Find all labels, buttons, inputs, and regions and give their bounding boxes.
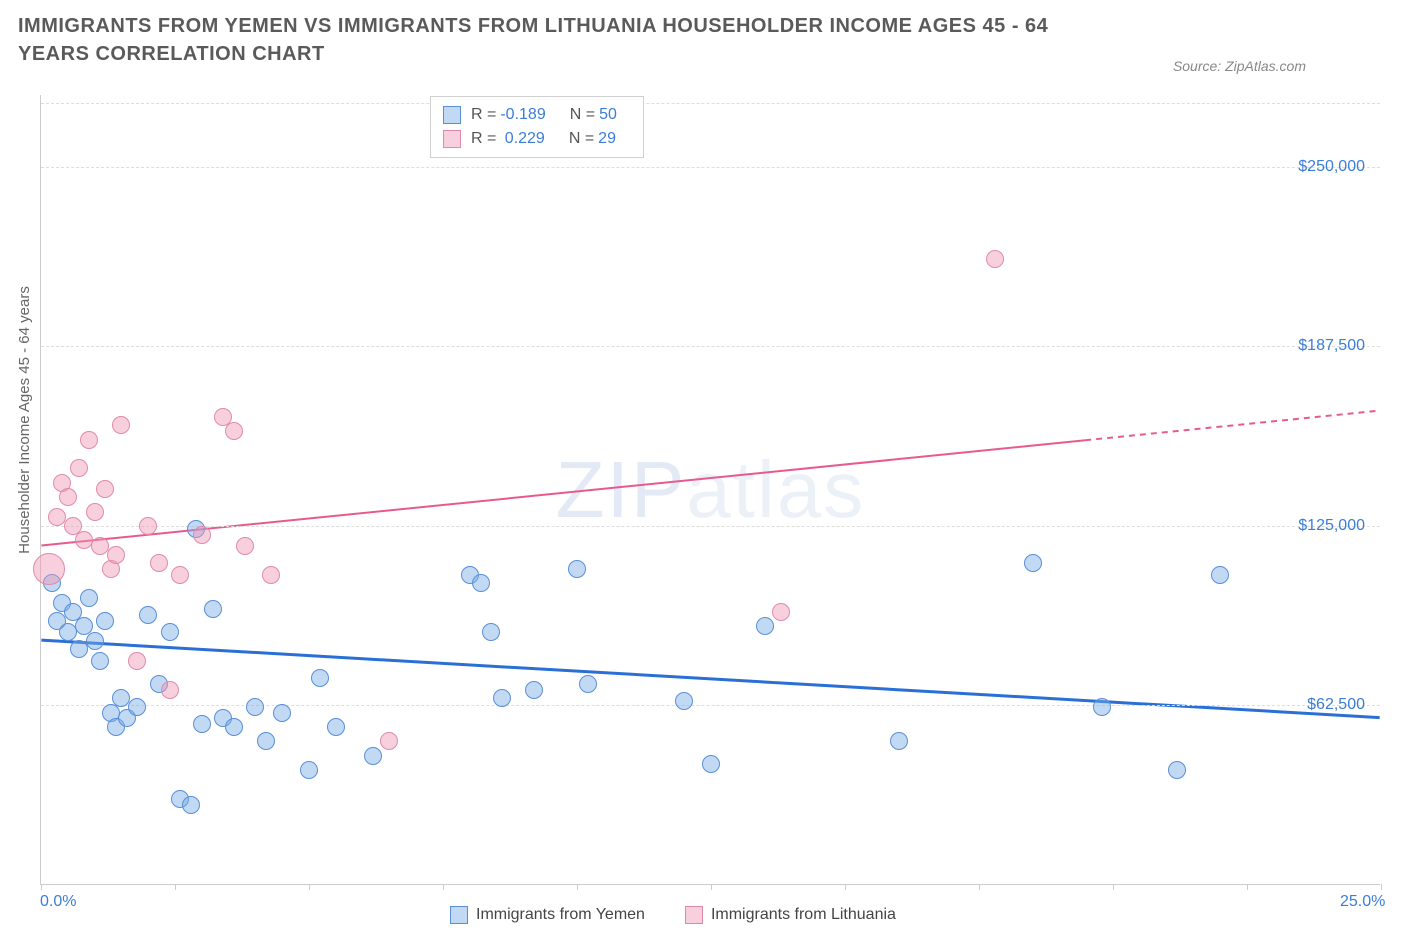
watermark: ZIPatlas (556, 444, 865, 536)
data-point (139, 517, 157, 535)
data-point (150, 554, 168, 572)
legend-swatch (443, 106, 461, 124)
data-point (257, 732, 275, 750)
data-point (70, 640, 88, 658)
legend-n: N =50 (570, 103, 631, 127)
y-axis-title: Householder Income Ages 45 - 64 years (16, 286, 33, 554)
data-point (86, 632, 104, 650)
legend-swatch (443, 130, 461, 148)
watermark-bold: ZIP (556, 445, 686, 534)
data-point (225, 422, 243, 440)
data-point (171, 566, 189, 584)
legend-item: Immigrants from Lithuania (685, 906, 896, 924)
legend-label: Immigrants from Yemen (476, 906, 645, 924)
data-point (756, 617, 774, 635)
data-point (96, 612, 114, 630)
x-tick (1381, 884, 1382, 890)
x-axis-label: 25.0% (1340, 893, 1385, 911)
x-tick (577, 884, 578, 890)
x-tick (1113, 884, 1114, 890)
data-point (311, 669, 329, 687)
y-tick-label: $62,500 (1307, 696, 1365, 714)
data-point (675, 692, 693, 710)
watermark-thin: atlas (686, 445, 865, 534)
data-point (161, 623, 179, 641)
data-point (161, 681, 179, 699)
legend-stats-row: R = 0.229 N =29 (443, 127, 631, 151)
data-point (300, 761, 318, 779)
data-point (128, 698, 146, 716)
legend-stats-row: R =-0.189 N =50 (443, 103, 631, 127)
data-point (246, 698, 264, 716)
source-label: Source: ZipAtlas.com (1173, 58, 1306, 74)
legend-label: Immigrants from Lithuania (711, 906, 896, 924)
data-point (204, 600, 222, 618)
data-point (262, 566, 280, 584)
data-point (91, 652, 109, 670)
data-point (139, 606, 157, 624)
x-tick (41, 884, 42, 890)
data-point (80, 589, 98, 607)
chart-container: IMMIGRANTS FROM YEMEN VS IMMIGRANTS FROM… (0, 0, 1406, 930)
data-point (327, 718, 345, 736)
gridline (41, 103, 1380, 104)
legend-r: R = 0.229 (471, 127, 559, 151)
data-point (472, 574, 490, 592)
legend-n: N =29 (569, 127, 630, 151)
data-point (107, 546, 125, 564)
legend-item: Immigrants from Yemen (450, 906, 645, 924)
data-point (1168, 761, 1186, 779)
gridline (41, 526, 1380, 527)
data-point (1211, 566, 1229, 584)
data-point (80, 431, 98, 449)
x-tick (175, 884, 176, 890)
data-point (236, 537, 254, 555)
x-tick (845, 884, 846, 890)
data-point (1024, 554, 1042, 572)
data-point (579, 675, 597, 693)
y-tick-label: $125,000 (1298, 517, 1365, 535)
data-point (525, 681, 543, 699)
legend-r: R =-0.189 (471, 103, 560, 127)
data-point (193, 715, 211, 733)
data-point (364, 747, 382, 765)
x-tick (1247, 884, 1248, 890)
x-tick (443, 884, 444, 890)
x-tick (309, 884, 310, 890)
data-point (568, 560, 586, 578)
data-point (890, 732, 908, 750)
data-point (182, 796, 200, 814)
data-point (1093, 698, 1111, 716)
data-point (96, 480, 114, 498)
legend-swatch (450, 906, 468, 924)
x-tick (711, 884, 712, 890)
data-point (33, 553, 65, 585)
legend-swatch (685, 906, 703, 924)
data-point (702, 755, 720, 773)
x-axis-label: 0.0% (40, 893, 76, 911)
y-tick-label: $187,500 (1298, 337, 1365, 355)
gridline (41, 705, 1380, 706)
legend-stats: R =-0.189 N =50 R = 0.229 N =29 (430, 96, 644, 158)
data-point (225, 718, 243, 736)
data-point (59, 488, 77, 506)
data-point (986, 250, 1004, 268)
data-point (772, 603, 790, 621)
gridline (41, 167, 1380, 168)
data-point (86, 503, 104, 521)
x-tick (979, 884, 980, 890)
chart-title: IMMIGRANTS FROM YEMEN VS IMMIGRANTS FROM… (18, 12, 1106, 68)
data-point (482, 623, 500, 641)
data-point (112, 416, 130, 434)
data-point (273, 704, 291, 722)
data-point (380, 732, 398, 750)
plot-area: ZIPatlas $62,500 $125,000 $187,500 $250,000 (40, 95, 1380, 885)
data-point (128, 652, 146, 670)
data-point (193, 526, 211, 544)
legend-series: Immigrants from Yemen Immigrants from Li… (450, 906, 896, 924)
data-point (70, 459, 88, 477)
y-tick-label: $250,000 (1298, 158, 1365, 176)
gridline (41, 346, 1380, 347)
data-point (493, 689, 511, 707)
